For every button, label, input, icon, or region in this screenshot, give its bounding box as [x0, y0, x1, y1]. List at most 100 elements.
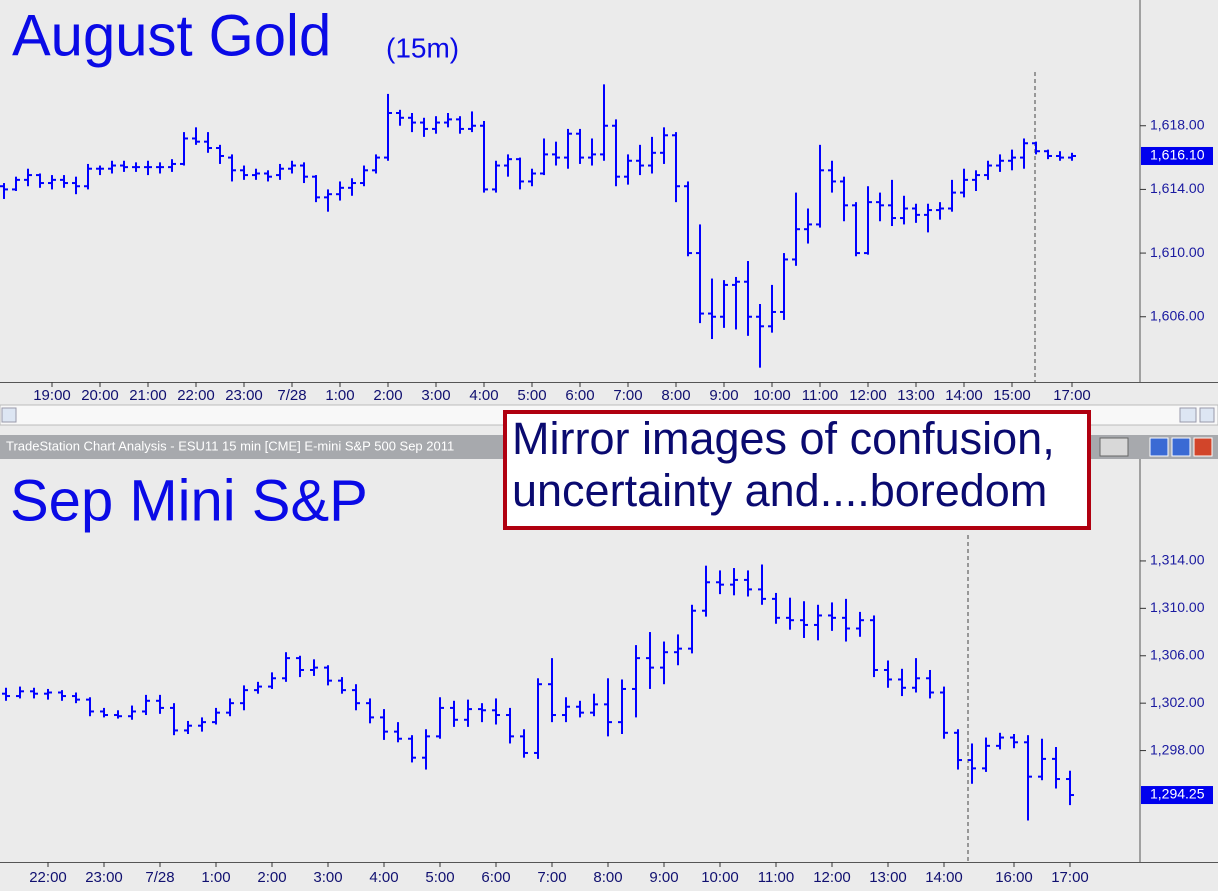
price-bar [632, 645, 640, 718]
price-bar [144, 160, 152, 176]
price-bar [142, 694, 150, 716]
price-bar [228, 154, 236, 182]
menu-button[interactable] [1099, 437, 1129, 457]
price-bar [380, 709, 388, 740]
price-bar [212, 707, 220, 725]
price-bar [758, 564, 766, 605]
price-bar [456, 116, 464, 134]
price-bar [1010, 733, 1018, 749]
x-tick-label: 19:00 [33, 387, 71, 404]
price-bar [756, 304, 764, 368]
price-bar [768, 284, 776, 333]
price-bar [924, 203, 932, 233]
price-bar [876, 192, 884, 222]
maximize-button[interactable] [1171, 437, 1191, 457]
price-bar [564, 128, 572, 169]
x-tick-label: 7:00 [537, 869, 566, 886]
price-bar [984, 160, 992, 180]
scroll-right[interactable] [1199, 407, 1215, 423]
price-bar [1056, 151, 1064, 161]
price-bar [636, 144, 644, 176]
x-tick-label: 7:00 [613, 387, 642, 404]
last-price-label: 1,294.25 [1150, 786, 1205, 802]
price-bar [576, 700, 584, 718]
y-tick-label: 1,606.00 [1150, 307, 1205, 323]
price-bar [702, 565, 710, 617]
x-tick-label: 20:00 [81, 387, 119, 404]
y-tick-label: 1,306.00 [1150, 646, 1205, 662]
price-bar [444, 113, 452, 128]
price-bar [864, 186, 872, 255]
price-bar [968, 743, 976, 784]
price-bar [72, 176, 80, 195]
x-tick-label: 4:00 [369, 869, 398, 886]
price-bar [396, 109, 404, 126]
y-tick-label: 1,302.00 [1150, 694, 1205, 710]
price-bar [16, 686, 24, 699]
y-tick-label: 1,310.00 [1150, 599, 1205, 615]
price-bar [156, 162, 164, 174]
x-tick-label: 4:00 [469, 387, 498, 404]
price-bar [840, 176, 848, 222]
price-bar [96, 165, 104, 176]
price-bar [296, 655, 304, 678]
price-bar [268, 672, 276, 689]
price-bar [816, 144, 824, 228]
price-bar [420, 117, 428, 137]
price-bar [1020, 138, 1028, 169]
price-bar [516, 157, 524, 190]
last-price-label: 1,616.10 [1150, 147, 1205, 163]
x-tick-label: 8:00 [593, 869, 622, 886]
scroll-left[interactable] [1, 407, 17, 423]
price-bar [72, 692, 80, 704]
price-bar [534, 678, 542, 759]
price-bar [184, 720, 192, 734]
price-bar [226, 698, 234, 717]
price-bar [408, 735, 416, 763]
y-tick-label: 1,314.00 [1150, 552, 1205, 568]
price-bar [216, 144, 224, 164]
x-tick-label: 2:00 [257, 869, 286, 886]
chart-title: Sep Mini S&P [10, 468, 368, 533]
price-bar [590, 693, 598, 717]
scroll-thumb[interactable] [1179, 407, 1197, 423]
price-bar [624, 154, 632, 185]
price-bar [170, 703, 178, 736]
last-price-box [1141, 146, 1213, 165]
price-bar [744, 261, 752, 336]
close-button[interactable] [1193, 437, 1213, 457]
price-bar [60, 175, 68, 188]
price-bar [100, 707, 108, 718]
price-bar [804, 208, 812, 244]
x-tick-label: 5:00 [517, 387, 546, 404]
x-tick-label: 9:00 [649, 869, 678, 886]
price-bar [348, 178, 356, 196]
x-tick-label: 17:00 [1053, 387, 1091, 404]
price-bar [936, 202, 944, 220]
price-bar [948, 179, 956, 212]
minimize-button[interactable] [1149, 437, 1169, 457]
x-tick-label: 2:00 [373, 387, 402, 404]
price-bar [372, 154, 380, 174]
x-tick-label: 6:00 [565, 387, 594, 404]
price-bar [814, 604, 822, 641]
price-bar [288, 160, 296, 174]
price-bar [128, 705, 136, 720]
x-tick-label: 10:00 [753, 387, 791, 404]
price-bar [912, 658, 920, 693]
price-bar [84, 163, 92, 190]
price-bar [276, 163, 284, 180]
price-bar [646, 632, 654, 689]
x-tick-label: 11:00 [802, 387, 838, 404]
price-bar [732, 276, 740, 330]
price-bar [1008, 149, 1016, 171]
price-bar [852, 202, 860, 257]
annotation-text: Mirror images of confusion, [512, 413, 1055, 464]
last-price-box [1141, 786, 1213, 805]
x-tick-label: 5:00 [425, 869, 454, 886]
price-bar [0, 183, 8, 199]
x-tick-label: 15:00 [993, 387, 1031, 404]
price-bar [708, 278, 716, 340]
price-bar [204, 132, 212, 153]
x-tick-label: 1:00 [201, 869, 230, 886]
